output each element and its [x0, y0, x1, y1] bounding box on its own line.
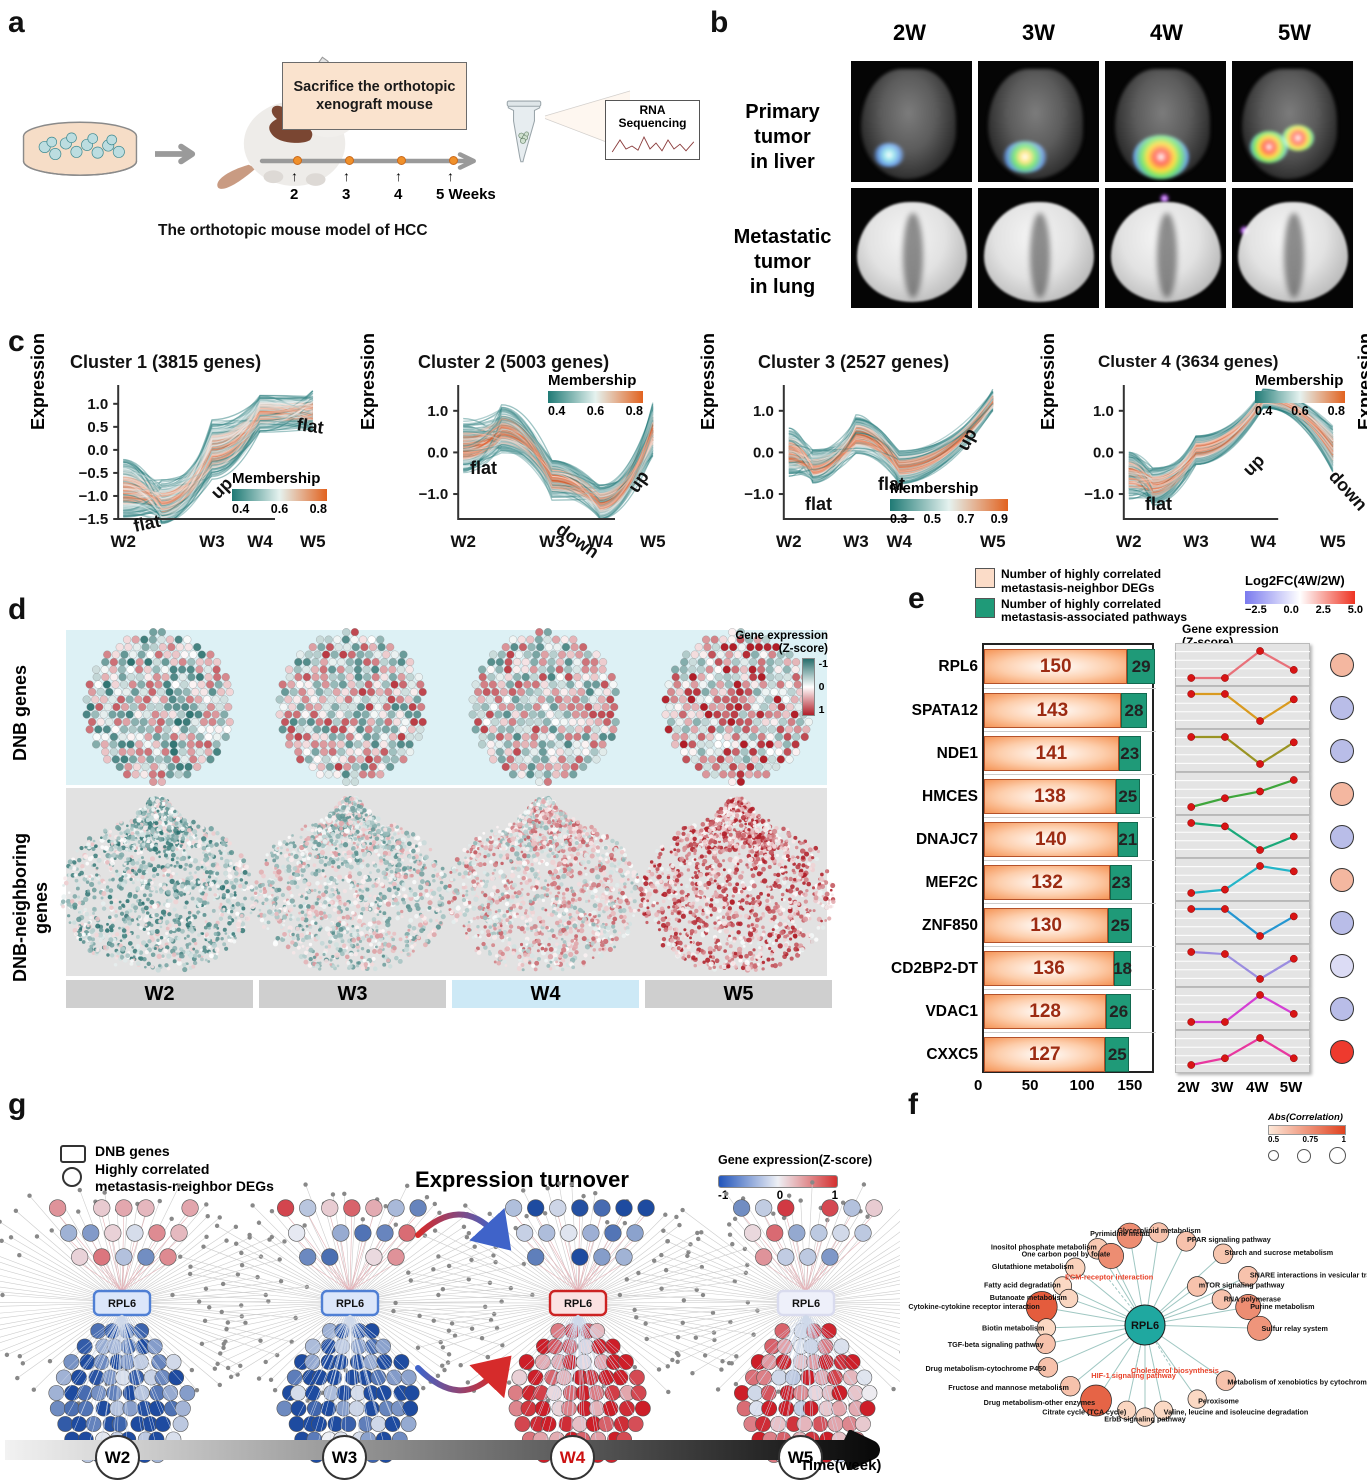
- svg-text:1.0: 1.0: [1093, 403, 1114, 420]
- svg-text:0.0: 0.0: [87, 442, 108, 459]
- svg-text:W2: W2: [110, 532, 136, 551]
- svg-text:W4: W4: [247, 532, 273, 551]
- svg-text:down: down: [1325, 466, 1367, 514]
- svg-text:0.0: 0.0: [753, 444, 774, 461]
- svg-text:1.0: 1.0: [753, 403, 774, 420]
- svg-text:W5: W5: [640, 532, 666, 551]
- svg-text:up: up: [1239, 450, 1269, 480]
- svg-text:W5: W5: [980, 532, 1006, 551]
- svg-text:flat: flat: [132, 511, 163, 536]
- svg-text:W2: W2: [450, 532, 476, 551]
- svg-text:flat: flat: [805, 494, 832, 514]
- svg-text:W3: W3: [843, 532, 869, 551]
- svg-text:−1.0: −1.0: [419, 486, 449, 503]
- svg-text:−1.5: −1.5: [79, 511, 109, 528]
- svg-text:W5: W5: [1320, 532, 1346, 551]
- svg-text:flat: flat: [295, 414, 325, 438]
- svg-text:0.5: 0.5: [87, 419, 108, 436]
- svg-text:flat: flat: [470, 458, 497, 478]
- svg-text:0.0: 0.0: [1093, 444, 1114, 461]
- svg-text:W3: W3: [199, 532, 225, 551]
- svg-text:W2: W2: [1116, 532, 1142, 551]
- svg-text:0.0: 0.0: [427, 444, 448, 461]
- svg-text:−1.0: −1.0: [79, 488, 109, 505]
- svg-text:W3: W3: [1183, 532, 1209, 551]
- svg-text:W4: W4: [886, 532, 912, 551]
- svg-text:−0.5: −0.5: [79, 465, 109, 482]
- svg-text:1.0: 1.0: [427, 403, 448, 420]
- svg-text:W2: W2: [776, 532, 802, 551]
- svg-text:−1.0: −1.0: [1084, 486, 1114, 503]
- svg-text:1.0: 1.0: [87, 396, 108, 413]
- svg-text:W5: W5: [300, 532, 326, 551]
- svg-text:−1.0: −1.0: [744, 486, 774, 503]
- svg-text:flat: flat: [1145, 494, 1172, 514]
- svg-text:W4: W4: [1250, 532, 1276, 551]
